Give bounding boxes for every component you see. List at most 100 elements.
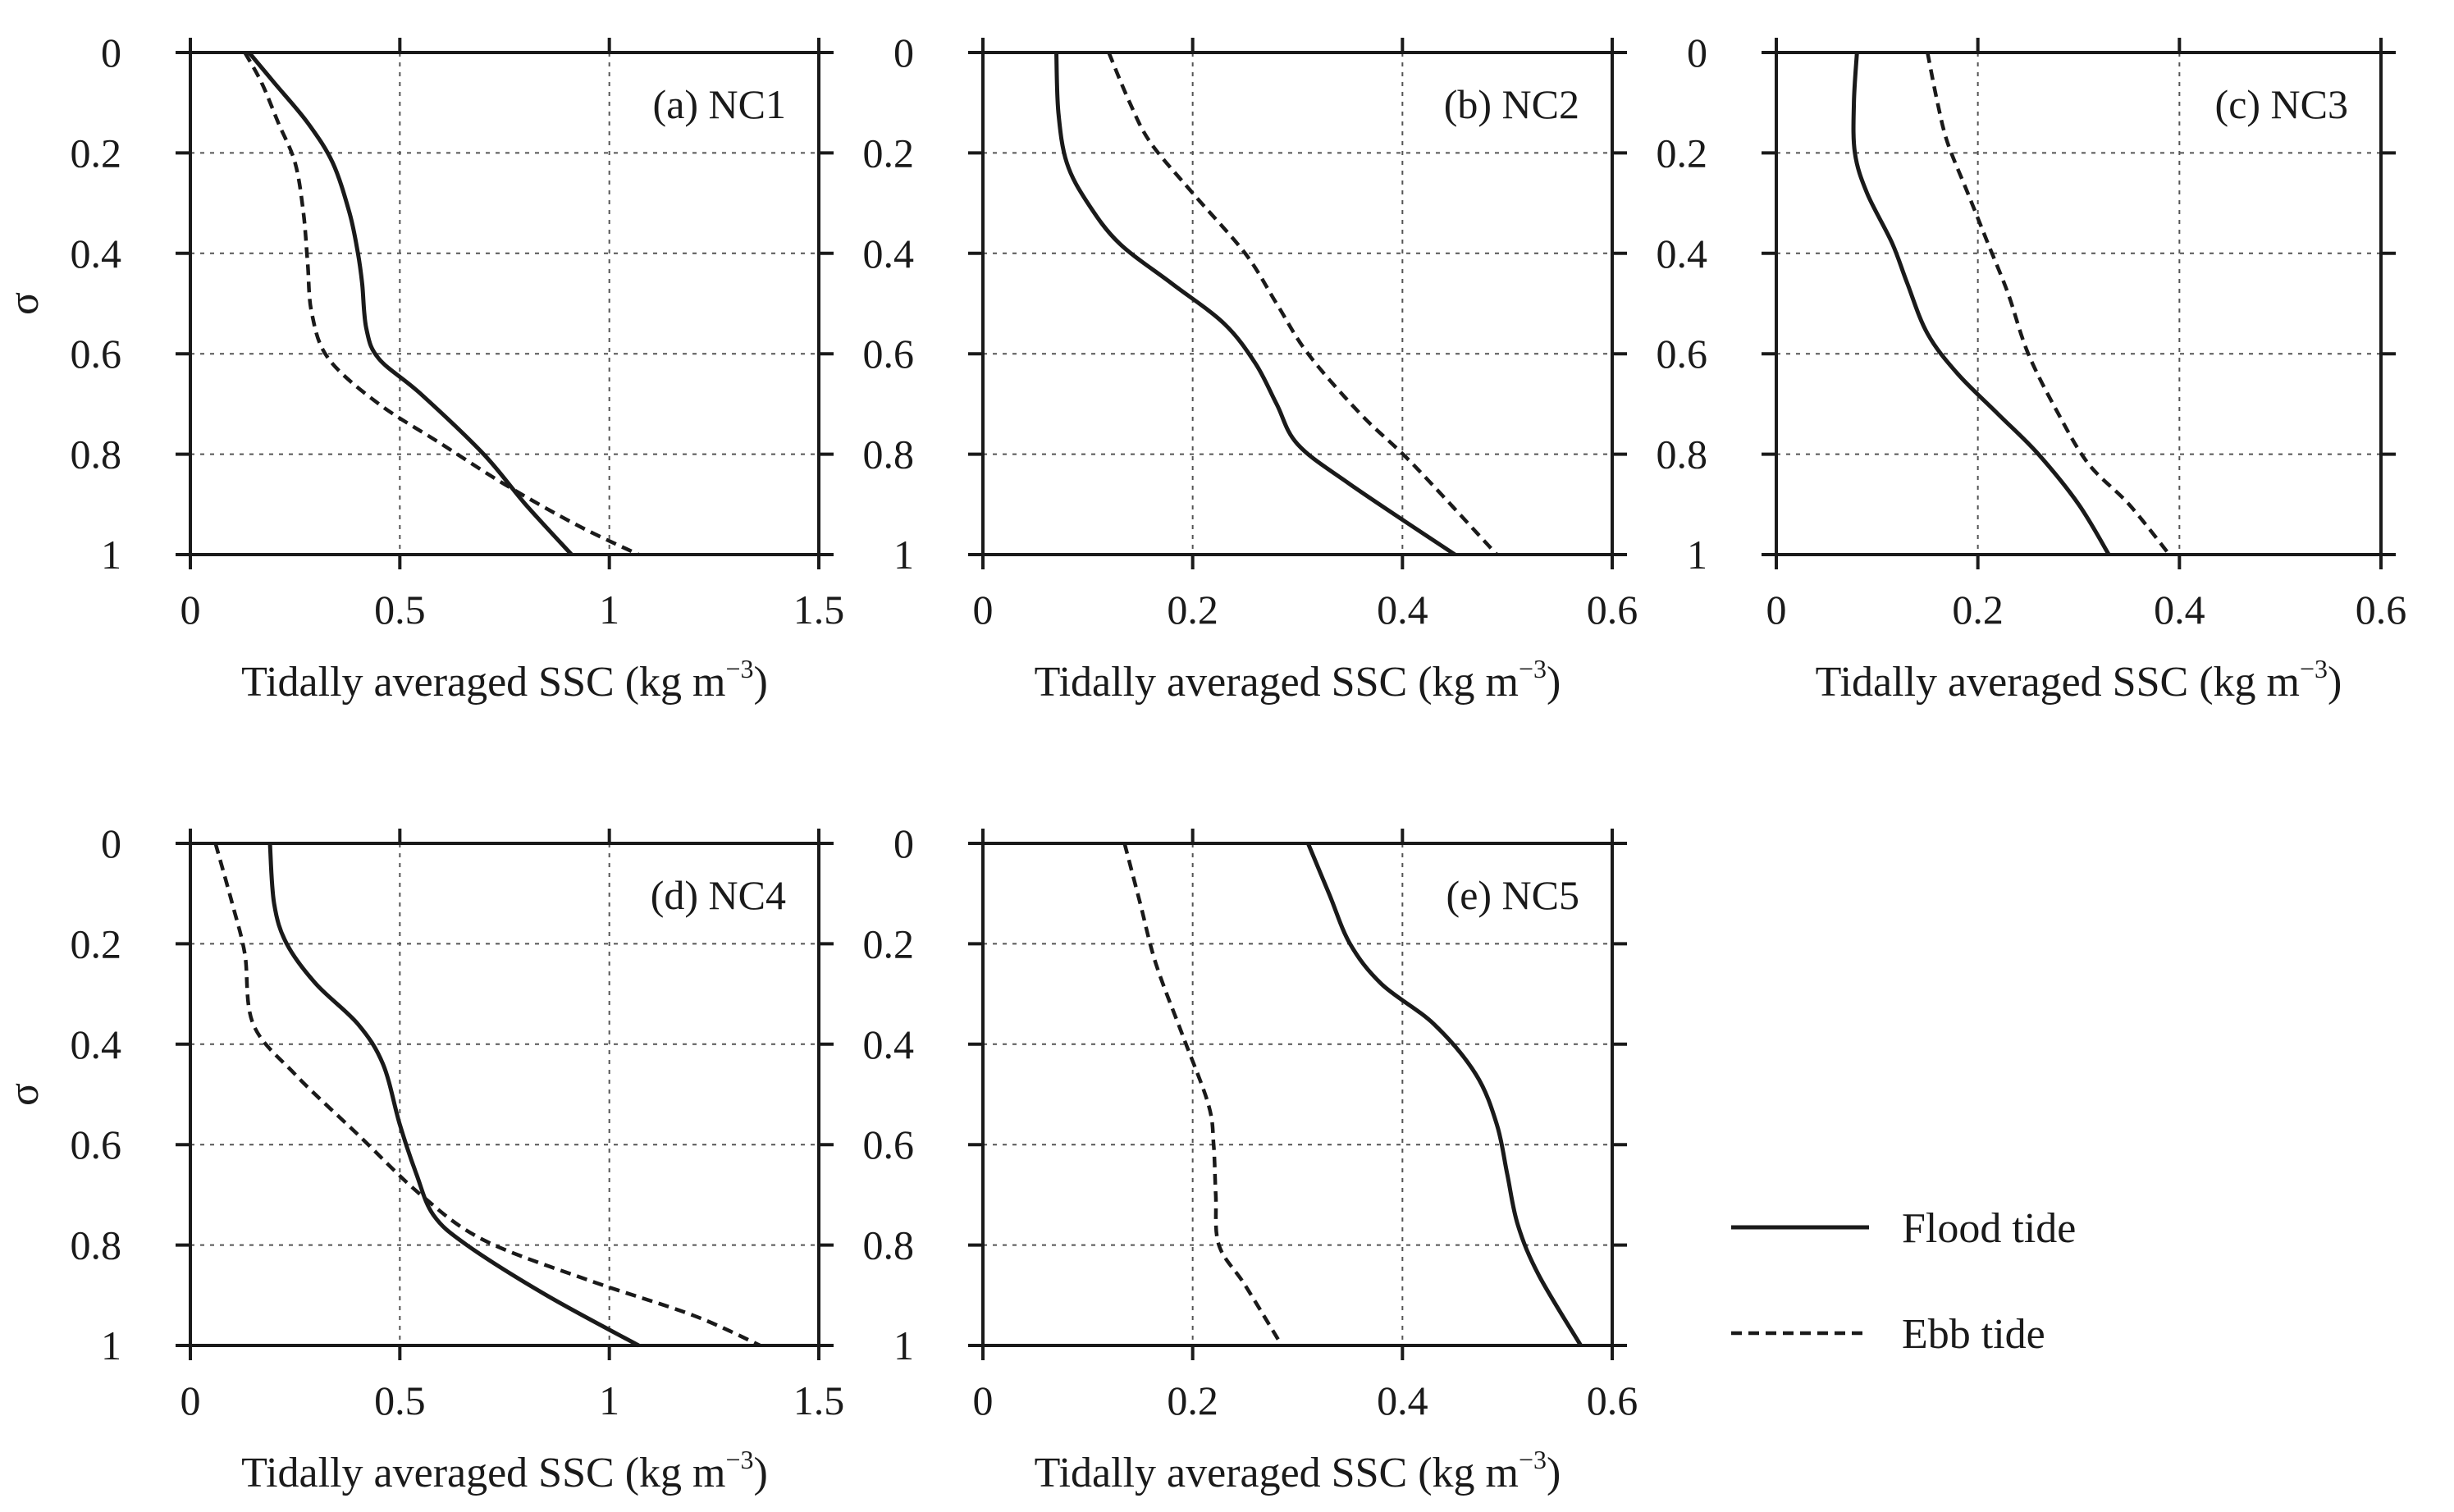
- y-tick-label: 0.8: [71, 1222, 122, 1268]
- y-tick-label: 1: [1687, 532, 1707, 578]
- y-tick-label: 0.8: [1657, 432, 1708, 477]
- flood-tide-line: [267, 843, 640, 1348]
- x-axis-title-close: ): [754, 659, 768, 706]
- x-axis-title-close: ): [2328, 659, 2342, 706]
- x-tick-label: 0.6: [1587, 587, 1638, 633]
- flood-tide-line: [247, 51, 574, 556]
- y-tick-label: 1: [101, 1322, 121, 1368]
- x-axis-title-exponent: −3: [725, 1445, 753, 1474]
- y-tick-label: 0.2: [71, 920, 122, 966]
- ebb-tide-line: [1122, 843, 1284, 1347]
- y-tick-label: 0.8: [863, 1222, 915, 1268]
- y-tick-label: 0.6: [71, 1121, 122, 1167]
- x-tick-label: 0.2: [1952, 587, 2004, 633]
- y-axis-title: σ: [1, 292, 48, 315]
- y-tick-label: 0.2: [71, 130, 122, 176]
- x-tick-label: 1: [599, 1377, 619, 1423]
- x-axis-title: Tidally averaged SSC (kg m−3): [241, 654, 768, 706]
- x-axis-title-close: ): [754, 1450, 768, 1496]
- y-tick-label: 0.4: [71, 1021, 122, 1067]
- x-tick-label: 0.2: [1167, 587, 1218, 633]
- plot-frame: [981, 51, 1614, 556]
- x-axis-title-exponent: −3: [725, 654, 753, 683]
- x-tick-label: 0.6: [2356, 587, 2407, 633]
- x-axis-title-exponent: −3: [1519, 654, 1547, 683]
- panel-5: 0 0.2 0.4 0.6 0 0.2 0.4 0.6 0.8 1 Tidally averaged…: [863, 820, 1638, 1496]
- plot-frame: [1775, 51, 2383, 556]
- y-tick-label: 0.2: [863, 920, 915, 966]
- x-tick-label: 0: [181, 1377, 201, 1423]
- x-tick-label: 0: [181, 587, 201, 633]
- ebb-tide-line: [243, 51, 640, 557]
- x-tick-label: 0.5: [374, 1377, 426, 1423]
- x-tick-label: 0.2: [1167, 1377, 1218, 1423]
- y-tick-label: 1: [893, 532, 914, 578]
- y-tick-label: 0.8: [863, 432, 915, 477]
- x-tick-label: 0.4: [1377, 587, 1428, 633]
- plot-frame: [189, 51, 820, 556]
- y-tick-label: 0.6: [863, 331, 915, 377]
- x-axis-title-main: Tidally averaged SSC (kg m: [1035, 659, 1519, 706]
- flood-tide-line: [1054, 52, 1456, 557]
- x-axis-title: Tidally averaged SSC (kg m−3): [1816, 654, 2342, 706]
- legend: Flood tide Ebb tide: [1731, 1205, 2076, 1358]
- y-tick-label: 0: [101, 820, 121, 866]
- panel-label: (d) NC4: [651, 872, 786, 918]
- panel-2: 0 0.2 0.4 0.6 0 0.2 0.4 0.6 0.8 1 Tidally averaged…: [863, 30, 1638, 706]
- y-tick-label: 0.6: [1657, 331, 1708, 377]
- x-tick-label: 0.5: [374, 587, 426, 633]
- ebb-tide-line: [1107, 52, 1499, 556]
- panel-label: (b) NC2: [1444, 81, 1579, 127]
- x-tick-label: 1: [599, 587, 619, 633]
- panel-label: (a) NC1: [653, 81, 786, 127]
- y-tick-label: 0: [1687, 30, 1707, 75]
- panel-label: (c) NC3: [2215, 81, 2348, 127]
- y-tick-label: 0.4: [1657, 231, 1708, 276]
- legend-ebb-label: Ebb tide: [1902, 1311, 2045, 1358]
- x-axis-title-close: ): [1547, 659, 1561, 706]
- x-axis-title-main: Tidally averaged SSC (kg m: [241, 659, 725, 706]
- x-axis-title-exponent: −3: [1519, 1445, 1547, 1474]
- x-axis-title: Tidally averaged SSC (kg m−3): [1035, 654, 1561, 706]
- y-tick-label: 0.4: [863, 231, 915, 276]
- flood-tide-line: [1851, 52, 2111, 556]
- x-axis-title-main: Tidally averaged SSC (kg m: [1035, 1450, 1519, 1496]
- x-tick-label: 0.6: [1587, 1377, 1638, 1423]
- x-tick-label: 0: [973, 587, 994, 633]
- x-tick-label: 0.4: [2154, 587, 2205, 633]
- ebb-tide-line: [213, 843, 761, 1348]
- x-axis-title: Tidally averaged SSC (kg m−3): [1035, 1445, 1561, 1496]
- y-tick-label: 0.6: [71, 331, 122, 377]
- y-tick-label: 0.8: [71, 432, 122, 477]
- y-tick-label: 0.6: [863, 1121, 915, 1167]
- x-tick-label: 0: [1766, 587, 1787, 633]
- y-tick-label: 0: [893, 30, 914, 75]
- plot-frame: [189, 842, 820, 1347]
- y-tick-label: 0: [101, 30, 121, 75]
- y-tick-label: 0.2: [863, 130, 915, 176]
- y-tick-label: 0: [893, 820, 914, 866]
- y-tick-label: 0.4: [863, 1021, 915, 1067]
- x-tick-label: 1.5: [793, 587, 845, 633]
- x-axis-title-main: Tidally averaged SSC (kg m: [1816, 659, 2300, 706]
- ebb-tide-line: [1926, 52, 2171, 556]
- y-tick-label: 0.4: [71, 231, 122, 276]
- panel-label: (e) NC5: [1446, 872, 1579, 918]
- x-tick-label: 1.5: [793, 1377, 845, 1423]
- plot-frame: [981, 842, 1614, 1347]
- x-axis-title-close: ): [1547, 1450, 1561, 1496]
- panel-4: 0 0.5 1 1.5 0 0.2 0.4 0.6 0.8 1 σ Tidally averaged …: [1, 820, 844, 1496]
- x-tick-label: 0: [973, 1377, 994, 1423]
- y-tick-label: 0.2: [1657, 130, 1708, 176]
- flood-tide-line: [1305, 843, 1583, 1347]
- panel-1: 0 0.5 1 1.5 0 0.2 0.4 0.6 0.8 1 σ Tidally averaged …: [1, 30, 844, 706]
- x-axis-title-exponent: −3: [2300, 654, 2328, 683]
- panel-3: 0 0.2 0.4 0.6 0 0.2 0.4 0.6 0.8 1 Tidally averaged…: [1657, 30, 2407, 706]
- legend-flood-label: Flood tide: [1902, 1205, 2076, 1252]
- x-tick-label: 0.4: [1377, 1377, 1428, 1423]
- y-tick-label: 1: [893, 1322, 914, 1368]
- x-axis-title: Tidally averaged SSC (kg m−3): [241, 1445, 768, 1496]
- y-tick-label: 1: [101, 532, 121, 578]
- y-axis-title: σ: [1, 1083, 48, 1106]
